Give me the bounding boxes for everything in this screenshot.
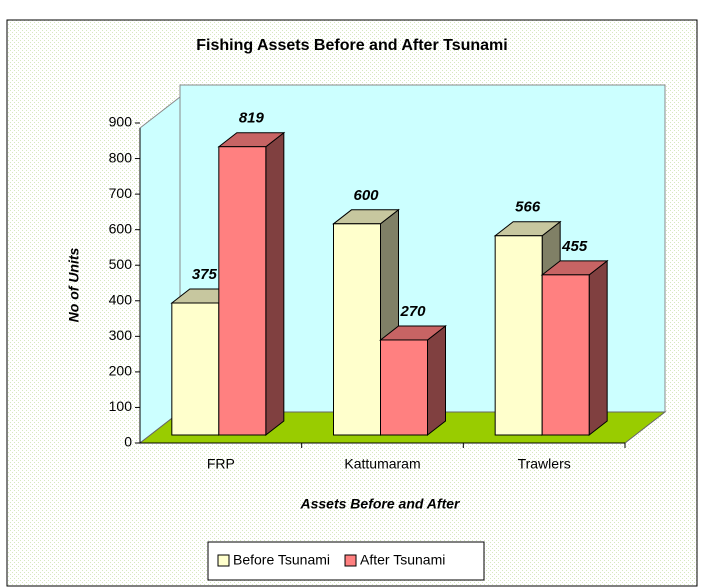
bar [218,146,267,436]
chart-title: Fishing Assets Before and After Tsunami [196,37,507,54]
y-tick-label: 600 [109,220,133,236]
bar [541,274,590,436]
data-label: 270 [399,303,426,320]
x-axis-label: Assets Before and After [300,496,462,512]
bar [171,302,220,436]
legend-swatch [217,554,230,567]
y-tick-label: 400 [109,291,133,307]
y-tick-label: 300 [109,327,133,343]
data-label: 600 [353,187,379,204]
x-tick-label: FRP [207,456,235,472]
y-tick-label: 800 [109,149,133,165]
y-tick-label: 500 [109,256,133,272]
legend-label: After Tsunami [360,552,445,568]
data-label: 566 [515,199,541,216]
bar-side [265,131,285,437]
bar-side [588,259,608,437]
bar [333,223,381,436]
bar [380,339,428,436]
x-tick-label: Kattumaram [344,456,420,472]
x-tick-label: Trawlers [518,456,571,472]
y-axis-label: No of Units [66,247,82,322]
bar [494,235,543,436]
legend-label: Before Tsunami [233,552,330,568]
y-tick-label: 700 [109,185,133,201]
legend-swatch [344,554,357,567]
data-label: 375 [192,266,218,283]
y-tick-label: 200 [109,363,133,379]
y-tick-label: 0 [124,434,132,450]
data-label: 455 [561,238,588,255]
bar-side [427,324,446,437]
data-label: 819 [239,110,265,127]
y-tick-label: 100 [109,398,133,414]
y-tick-label: 900 [109,114,133,130]
